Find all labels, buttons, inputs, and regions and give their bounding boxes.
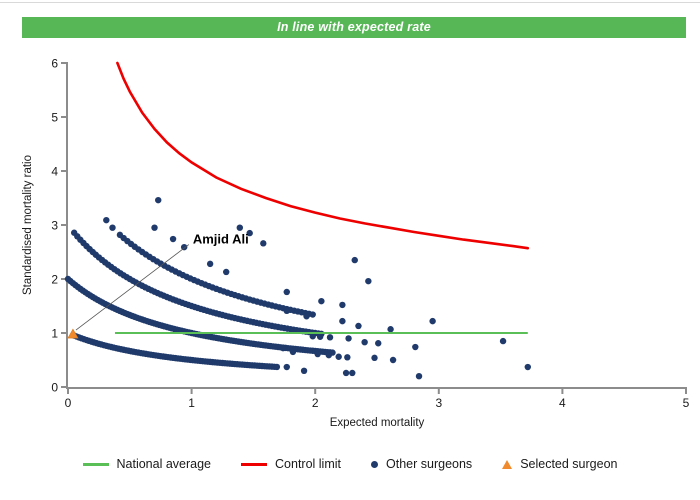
other-surgeon-point[interactable] <box>180 243 188 251</box>
y-axis-label: Standardised mortality ratio <box>22 155 34 295</box>
legend-item-selected-surgeon: Selected surgeon <box>502 457 617 471</box>
other-surgeon-point[interactable] <box>371 354 378 362</box>
other-surgeon-point[interactable] <box>351 256 358 264</box>
y-tick-label: 0 <box>51 381 58 395</box>
control-limit-swatch-icon <box>241 462 268 466</box>
other-surgeon-point[interactable] <box>236 224 244 231</box>
y-tick-label: 5 <box>51 111 58 125</box>
y-tick-label: 6 <box>51 57 58 71</box>
other-surgeon-point[interactable] <box>314 350 321 358</box>
other-surgeon-point[interactable] <box>318 297 325 305</box>
legend-item-other-surgeons: Other surgeons <box>371 457 472 471</box>
control-limit-curve <box>116 61 530 250</box>
other-surgeon-point[interactable] <box>326 334 334 341</box>
x-tick-label: 1 <box>188 396 195 410</box>
chart-legend: National average Control limit Other sur… <box>0 457 700 471</box>
legend-item-control-limit: Control limit <box>241 457 341 471</box>
x-tick-label: 0 <box>65 396 72 410</box>
x-axis-label: Expected mortality <box>330 417 425 429</box>
legend-item-national-average: National average <box>82 457 212 471</box>
other-surgeon-point[interactable] <box>273 363 281 371</box>
other-surgeon-point[interactable] <box>365 277 372 285</box>
other-surgeon-point[interactable] <box>223 268 230 276</box>
national-average-swatch-icon <box>82 462 109 466</box>
legend-label: Other surgeons <box>386 457 473 471</box>
other-surgeon-point[interactable] <box>415 373 423 380</box>
other-surgeon-point[interactable] <box>260 240 267 247</box>
y-tick-label: 3 <box>51 219 58 233</box>
y-tick-label: 4 <box>51 165 58 179</box>
x-tick-label: 5 <box>683 396 690 410</box>
x-tick-label: 3 <box>435 396 442 410</box>
y-tick-label: 2 <box>51 273 58 287</box>
other-surgeon-point[interactable] <box>151 224 158 231</box>
other-surgeon-point[interactable] <box>355 322 362 330</box>
other-surgeon-point[interactable] <box>309 311 316 318</box>
other-surgeons-swatch-icon <box>371 460 379 468</box>
other-surgeon-point[interactable] <box>316 333 324 340</box>
other-surgeon-point[interactable] <box>389 356 397 364</box>
legend-label: National average <box>116 457 212 471</box>
other-surgeon-point[interactable] <box>169 235 177 243</box>
other-surgeon-point[interactable] <box>339 317 346 325</box>
other-surgeon-point[interactable] <box>387 326 394 333</box>
other-surgeon-point[interactable] <box>325 351 332 359</box>
legend-label: Control limit <box>275 457 342 471</box>
annotation-label: Amjid Ali <box>193 232 249 247</box>
other-surgeon-point[interactable] <box>283 288 290 296</box>
other-surgeon-point[interactable] <box>342 369 350 377</box>
other-surgeon-point[interactable] <box>206 260 214 268</box>
legend-label: Selected surgeon <box>520 457 618 471</box>
other-surgeon-point[interactable] <box>289 348 297 356</box>
other-surgeon-point[interactable] <box>339 301 346 309</box>
other-surgeon-point[interactable] <box>303 313 310 320</box>
other-surgeon-point[interactable] <box>103 216 110 224</box>
other-surgeon-point[interactable] <box>349 369 356 377</box>
other-surgeon-point[interactable] <box>283 363 290 371</box>
other-surgeon-point[interactable] <box>344 354 351 361</box>
other-surgeon-point[interactable] <box>499 337 507 345</box>
other-surgeon-point[interactable] <box>109 224 116 231</box>
other-surgeon-point[interactable] <box>283 307 290 315</box>
top-divider <box>0 2 700 3</box>
annotation-leader-line <box>75 244 190 331</box>
other-surgeon-point[interactable] <box>300 367 308 374</box>
other-surgeon-point[interactable] <box>309 333 316 340</box>
other-surgeon-point[interactable] <box>524 363 531 371</box>
other-surgeon-point[interactable] <box>155 196 162 204</box>
other-surgeon-point[interactable] <box>345 335 352 342</box>
y-tick-label: 1 <box>51 327 58 341</box>
selected-surgeon-marker[interactable] <box>67 328 79 339</box>
other-surgeon-point[interactable] <box>412 343 419 351</box>
other-surgeon-point[interactable] <box>375 340 382 347</box>
selected-surgeon-swatch-icon <box>502 459 513 469</box>
other-surgeon-point[interactable] <box>246 229 253 237</box>
other-surgeon-point[interactable] <box>429 317 436 325</box>
other-surgeon-point[interactable] <box>335 353 342 360</box>
other-surgeon-point[interactable] <box>361 338 368 346</box>
x-tick-label: 2 <box>312 396 319 410</box>
other-surgeon-point[interactable] <box>279 344 287 352</box>
x-tick-label: 4 <box>559 396 566 410</box>
status-banner: In line with expected rate <box>22 17 686 38</box>
funnel-plot: 0 1 2 3 4 5 0 1 2 3 4 5 6 Expected mortality Standardi… <box>22 57 690 430</box>
